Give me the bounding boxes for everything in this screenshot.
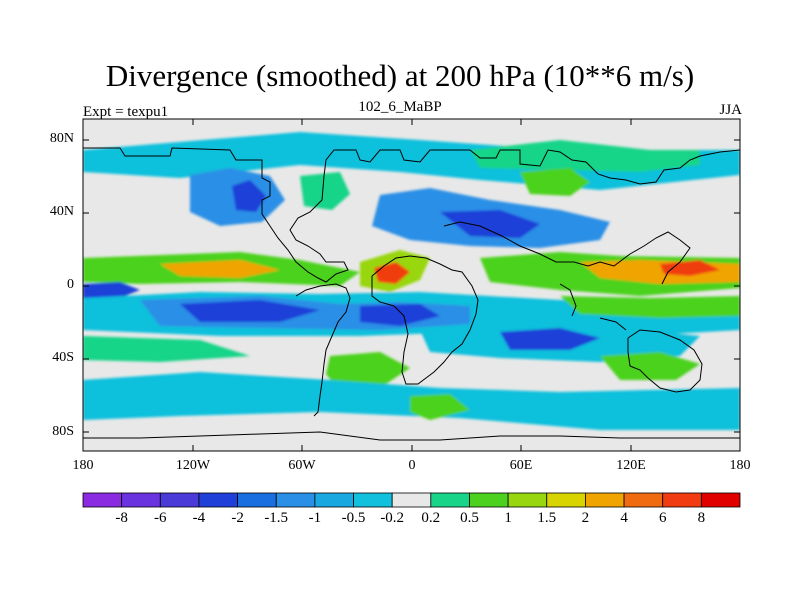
colorbar-swatch	[585, 492, 625, 508]
case-id-label: 102_6_MaBP	[358, 99, 442, 115]
contour-region	[232, 180, 266, 212]
colorbar-label: -6	[154, 510, 167, 526]
colorbar-label: -1	[308, 510, 322, 526]
field-layer	[83, 119, 740, 451]
lat-tick-label: 40N	[49, 204, 74, 219]
lon-tick-label: 120W	[175, 458, 211, 473]
colorbar-label: 1.5	[537, 510, 557, 526]
colorbar-swatch	[314, 492, 354, 508]
colorbar-label: 0.2	[421, 510, 441, 526]
lon-tick-label: 60W	[288, 458, 316, 473]
axis-ticks	[83, 119, 740, 451]
colorbar-label: -0.2	[380, 510, 405, 526]
lat-tick-label: 40S	[52, 350, 74, 365]
lon-tick-label: 120E	[616, 458, 646, 473]
contour-region	[180, 300, 320, 322]
plot-title: Divergence (smoothed) at 200 hPa (10**6 …	[105, 58, 695, 93]
colorbar-swatch	[662, 492, 702, 508]
lat-tick-label: 0	[67, 277, 74, 292]
contour-region	[500, 328, 600, 350]
contour-region	[160, 260, 280, 278]
colorbar-swatch	[507, 492, 548, 508]
lat-tick-label: 80S	[52, 424, 74, 439]
colorbar-label: -2	[231, 510, 244, 526]
coastline-outline	[83, 147, 740, 441]
colorbar-swatch	[430, 492, 470, 508]
lon-tick-label: 180	[72, 458, 94, 473]
contour-region	[83, 336, 250, 362]
colorbar-swatch	[469, 492, 509, 508]
lon-tick-label: 60E	[509, 458, 533, 473]
contour-region	[560, 296, 740, 318]
colorbar-swatch	[391, 492, 432, 508]
lon-tick-label: 180	[729, 458, 751, 473]
season-label: JJA	[719, 102, 742, 118]
colorbar-label: -8	[115, 510, 128, 526]
colorbar-swatch	[546, 492, 586, 508]
colorbar-label: -1.5	[264, 510, 289, 526]
colorbar-swatch	[700, 492, 741, 508]
contour-region	[440, 210, 540, 238]
colorbar-swatch	[121, 492, 161, 508]
contour-region	[83, 282, 140, 298]
contour-region	[660, 260, 720, 276]
contour-region	[470, 140, 700, 172]
colorbar-swatch	[198, 492, 238, 508]
contour-region	[360, 304, 440, 326]
contour-region	[520, 168, 590, 196]
colorbar-label: -4	[192, 510, 206, 526]
colorbar-label: 2	[581, 510, 590, 526]
colorbar-swatch	[353, 492, 393, 508]
colorbar-label: 0.5	[460, 510, 479, 526]
colorbar-swatch	[159, 492, 200, 508]
colorbar-swatch	[275, 492, 316, 508]
colorbar-label: 8	[697, 510, 706, 526]
colorbar-label: 4	[620, 510, 628, 526]
colorbar-label: -0.5	[341, 510, 366, 526]
contour-region	[300, 172, 350, 210]
colorbar-swatch	[237, 492, 277, 508]
colorbar-swatch	[623, 492, 664, 508]
contour-region	[410, 394, 470, 420]
colorbar-label: 6	[658, 510, 667, 526]
lat-tick-label: 80N	[49, 131, 74, 146]
contour-region	[374, 262, 410, 284]
contour-region	[600, 352, 700, 380]
colorbar-label: 1	[504, 510, 512, 526]
colorbar-swatch	[82, 492, 123, 508]
lon-tick-label: 0	[408, 458, 416, 473]
colorbar	[82, 492, 741, 508]
experiment-label: Expt = texpu1	[83, 104, 169, 120]
